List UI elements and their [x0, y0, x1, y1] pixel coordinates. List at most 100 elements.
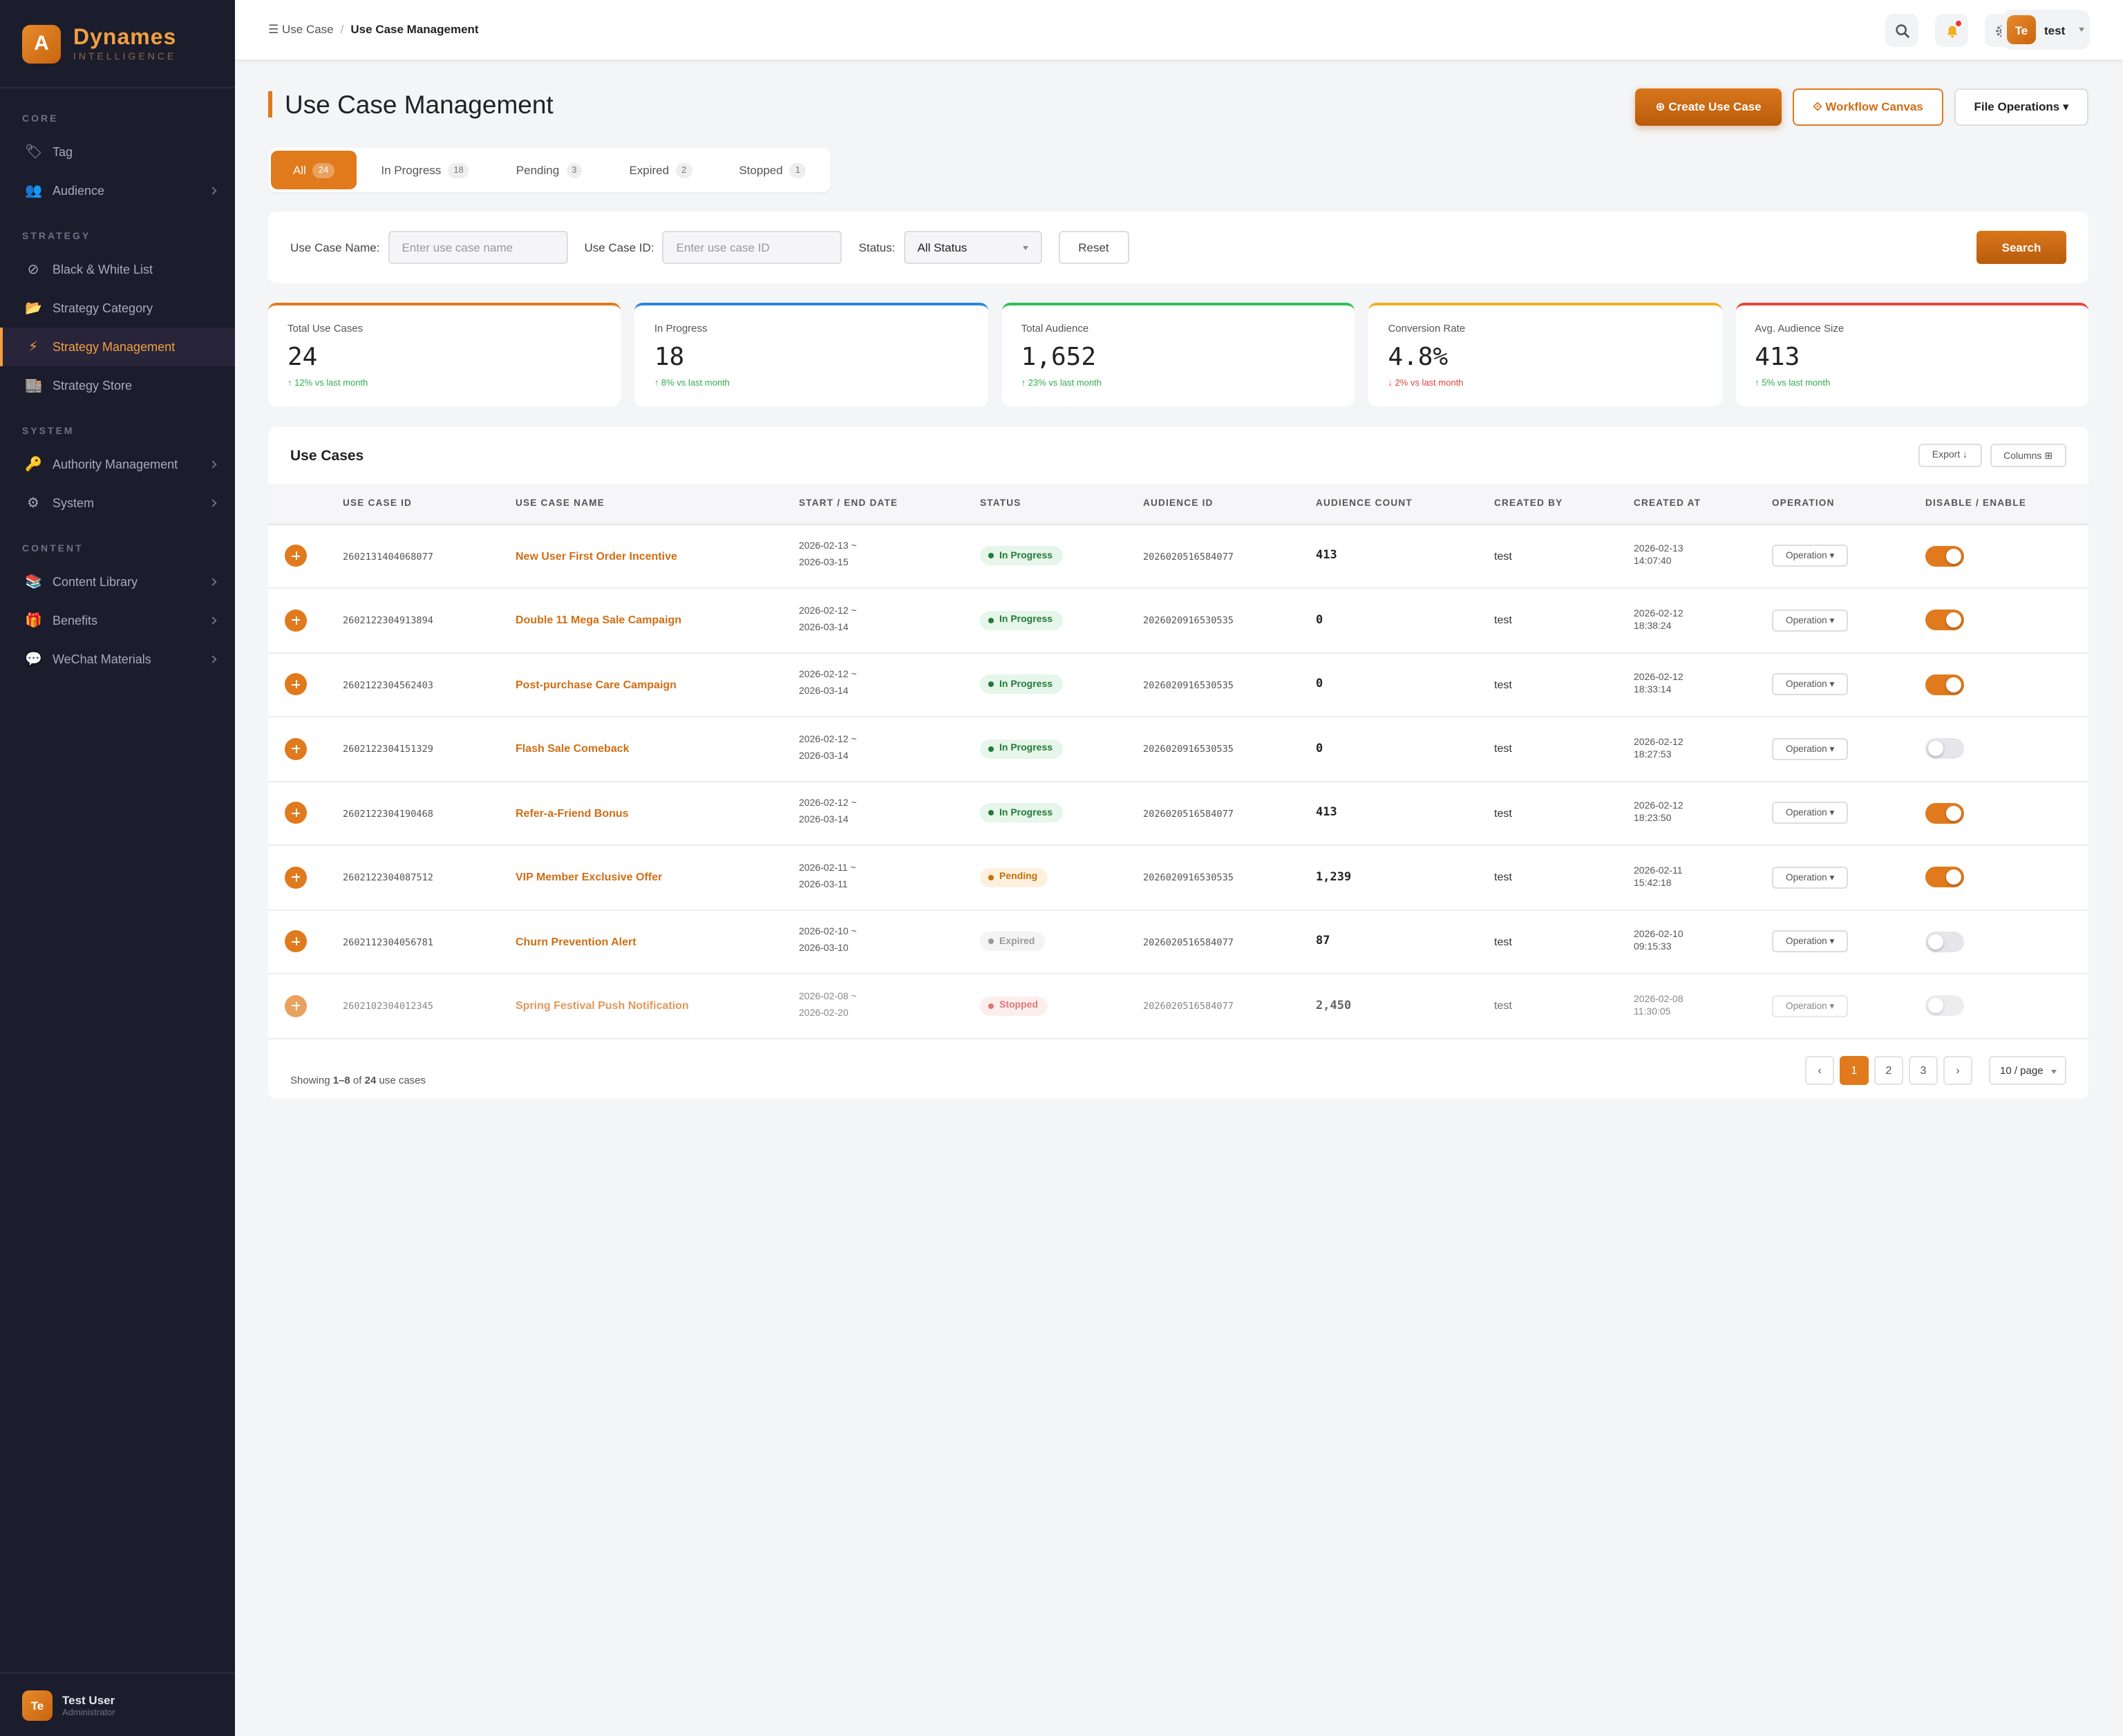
start-date: 2026-02-12 ~ — [799, 735, 857, 745]
nav-item[interactable]: 📚 Content Library — [0, 563, 235, 601]
operation-button[interactable]: Operation ▾ — [1772, 737, 1849, 760]
expand-button[interactable] — [285, 609, 307, 632]
use-case-name[interactable]: VIP Member Exclusive Offer — [516, 871, 663, 884]
notification-button[interactable] — [1935, 14, 1968, 47]
page-button[interactable]: 3 — [1909, 1056, 1938, 1085]
header-button[interactable]: ⟐ Workflow Canvas — [1793, 88, 1943, 126]
expand-button[interactable] — [285, 802, 307, 824]
toggle[interactable] — [1925, 867, 1964, 888]
nav-item[interactable]: 🎁 Benefits — [0, 601, 235, 640]
use-case-name[interactable]: Refer-a-Friend Bonus — [516, 806, 629, 820]
page-size[interactable]: 10 / page — [1989, 1056, 2066, 1085]
search-button[interactable]: Search — [1976, 231, 2066, 264]
tab[interactable]: In Progress 18 — [359, 151, 491, 189]
use-case-name[interactable]: Spring Festival Push Notification — [516, 999, 689, 1012]
nav-item[interactable]: 📂 Strategy Category — [0, 289, 235, 328]
table-action[interactable]: Columns ⊞ — [1990, 444, 2066, 467]
tab[interactable]: Pending 3 — [494, 151, 605, 189]
toggle[interactable] — [1925, 995, 1964, 1017]
chevron — [209, 499, 217, 507]
thead: USE CASE ID USE CASE NAME START / END DATE… — [268, 484, 2088, 525]
use-case-name[interactable]: Churn Prevention Alert — [516, 935, 636, 948]
operation-button[interactable]: Operation ▾ — [1772, 930, 1849, 953]
header-cell: START / END DATE — [799, 484, 980, 525]
nav-item[interactable]: ⚙ System — [0, 484, 235, 522]
nav-item[interactable]: 💬 WeChat Materials — [0, 640, 235, 679]
breadcrumb-item[interactable]: Use Case — [282, 22, 334, 36]
nav-item[interactable]: ⊘ Black & White List — [0, 250, 235, 289]
audience-id: 2026020916530535 — [1143, 679, 1234, 691]
status-select[interactable]: All Status — [903, 231, 1042, 264]
expand-button[interactable] — [285, 994, 307, 1017]
audience-id: 2026020916530535 — [1143, 615, 1234, 627]
nav-item[interactable]: 🏬 Strategy Store — [0, 366, 235, 405]
filter-input[interactable]: Enter use case name — [388, 231, 568, 264]
toggle[interactable] — [1925, 738, 1964, 760]
user-menu[interactable]: Te test — [2001, 10, 2090, 50]
tab[interactable]: All 24 — [271, 151, 357, 189]
audience-count: 1,239 — [1316, 870, 1352, 885]
nav-label: Content Library — [53, 575, 138, 589]
stat-card: Avg. Audience Size 413 ↑ 5% vs last month — [1735, 303, 2089, 406]
count-cell: 1,239 — [1316, 845, 1494, 910]
count-cell: 0 — [1316, 652, 1494, 717]
page-button[interactable]: 2 — [1874, 1056, 1903, 1085]
toggle[interactable] — [1925, 545, 1964, 567]
search-button[interactable] — [1885, 14, 1918, 47]
search-icon — [1895, 23, 1909, 38]
operation-button[interactable]: Operation ▾ — [1772, 994, 1849, 1017]
prev-page[interactable]: ‹ — [1805, 1056, 1834, 1085]
expand-button[interactable] — [285, 545, 307, 567]
header-button[interactable]: File Operations ▾ — [1954, 88, 2088, 126]
nav-item[interactable]: 👥 Audience — [0, 171, 235, 210]
reset-button[interactable]: Reset — [1058, 231, 1129, 264]
nav-icon: 📂 — [25, 301, 42, 316]
header-button[interactable]: ⊕ Create Use Case — [1635, 88, 1782, 126]
table-action[interactable]: Export ↓ — [1918, 444, 1982, 467]
nav-section: SYSTEM — [22, 427, 75, 437]
tab[interactable]: Stopped 1 — [717, 151, 828, 189]
filter-input[interactable]: Enter use case ID — [662, 231, 842, 264]
header-cell: CREATED AT — [1634, 484, 1772, 525]
page-button[interactable]: 1 — [1840, 1056, 1869, 1085]
operation-button[interactable]: Operation ▾ — [1772, 802, 1849, 824]
use-case-name[interactable]: Flash Sale Comeback — [516, 742, 630, 755]
toggle[interactable] — [1925, 802, 1964, 824]
next-page[interactable]: › — [1943, 1056, 1972, 1085]
expand-button[interactable] — [285, 930, 307, 953]
brand-text: Dynames INTELLIGENCE — [73, 26, 176, 62]
table-title: Use Cases — [290, 448, 364, 464]
nav-item[interactable]: 🔑 Authority Management — [0, 445, 235, 484]
operation-button[interactable]: Operation ▾ — [1772, 866, 1849, 889]
created-at-cell: 2026-02-12 18:33:14 — [1634, 652, 1772, 717]
created-at-cell: 2026-02-12 18:23:50 — [1634, 781, 1772, 846]
chevron — [209, 578, 217, 586]
table-row: 2602122304913894 Double 11 Mega Sale Camp… — [268, 588, 2088, 653]
toggle[interactable] — [1925, 931, 1964, 952]
date-cell: 2026-02-08 ~ 2026-02-20 — [799, 974, 980, 1039]
use-case-name[interactable]: Double 11 Mega Sale Campaign — [516, 614, 682, 627]
stat-card: Conversion Rate 4.8% ↓ 2% vs last month — [1368, 303, 1722, 406]
use-case-name[interactable]: Post-purchase Care Campaign — [516, 678, 677, 691]
operation-button[interactable]: Operation ▾ — [1772, 545, 1849, 567]
operation-button[interactable]: Operation ▾ — [1772, 609, 1849, 632]
tab[interactable]: Expired 2 — [607, 151, 714, 189]
expand-button[interactable] — [285, 737, 307, 760]
nav-item[interactable]: ⚡ Strategy Management — [0, 328, 235, 366]
start-date: 2026-02-10 ~ — [799, 927, 857, 938]
operation-button[interactable]: Operation ▾ — [1772, 673, 1849, 696]
use-case-name[interactable]: New User First Order Incentive — [516, 549, 677, 563]
operation-cell: Operation ▾ — [1772, 845, 1925, 910]
created-at: 2026-02-11 15:42:18 — [1634, 865, 1772, 890]
created-at-cell: 2026-02-12 18:38:24 — [1634, 588, 1772, 653]
toggle[interactable] — [1925, 674, 1964, 695]
nav-item[interactable]: 🏷 Tag — [0, 133, 235, 171]
audience-count: 87 — [1316, 934, 1330, 949]
table-row: 2602102304012345 Spring Festival Push Not… — [268, 974, 2088, 1039]
expand-button[interactable] — [285, 673, 307, 696]
date-cell: 2026-02-12 ~ 2026-03-14 — [799, 717, 980, 782]
toggle[interactable] — [1925, 610, 1964, 631]
expand-button[interactable] — [285, 866, 307, 889]
table: USE CASE ID USE CASE NAME START / END DATE… — [268, 484, 2088, 1039]
created-by: test — [1494, 935, 1512, 948]
